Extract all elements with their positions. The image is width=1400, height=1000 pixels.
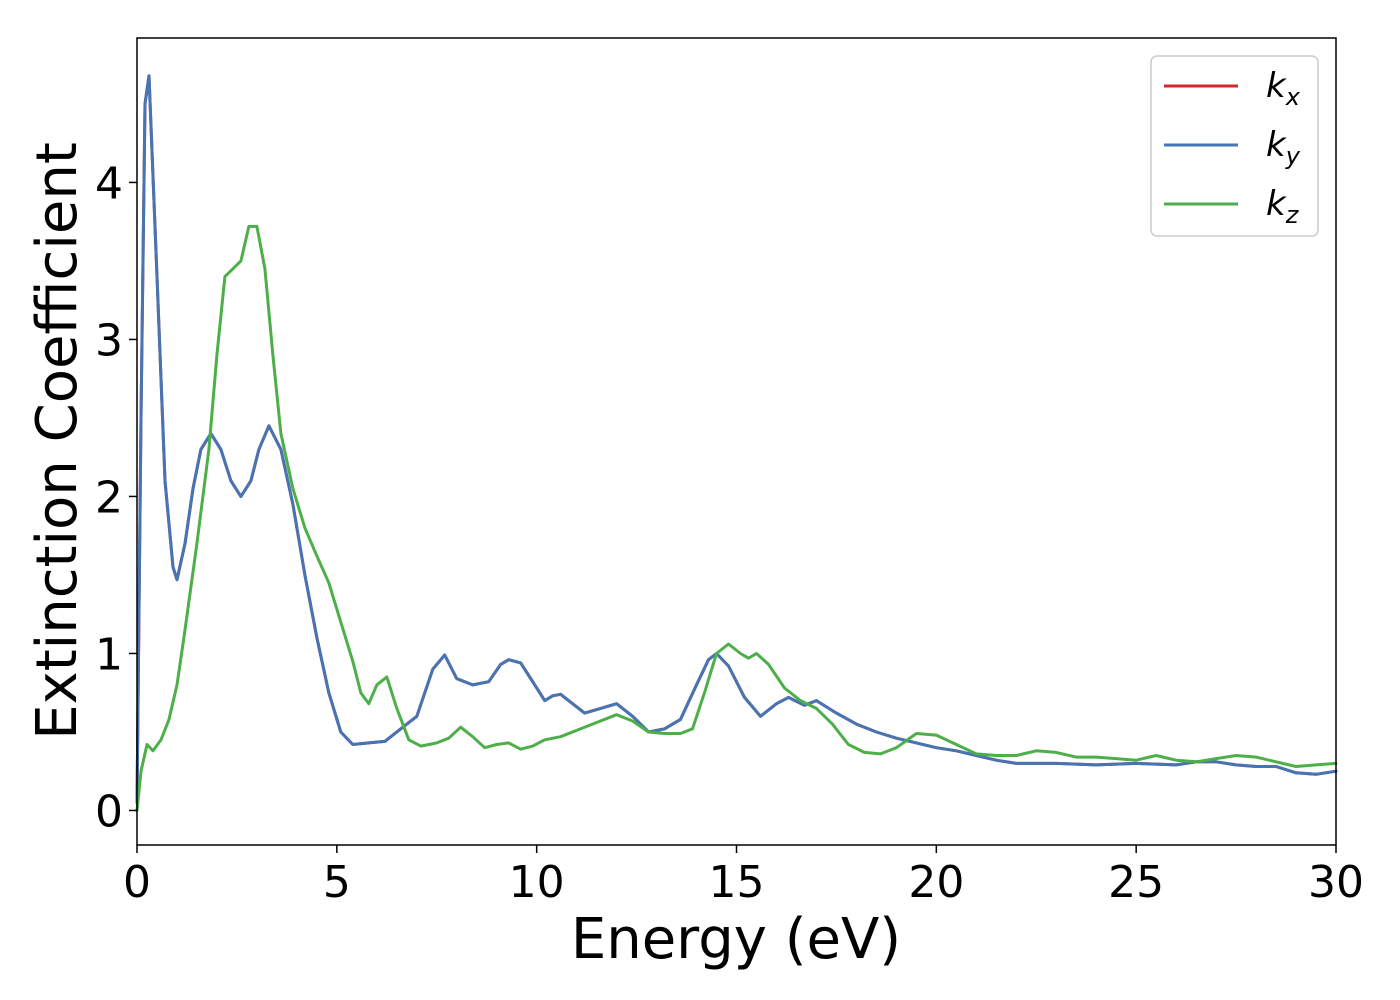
y-tick-label: 0 [95, 786, 123, 837]
y-tick-label: 2 [95, 472, 123, 523]
x-tick-label: 10 [509, 857, 565, 908]
legend: kx ky kz [1150, 55, 1319, 237]
x-tick-label: 25 [1108, 857, 1164, 908]
legend-label-x: kx [1266, 66, 1301, 111]
y-axis-title: Extinction Coefficient [25, 142, 90, 740]
x-tick-label: 30 [1308, 857, 1364, 908]
series-line-z [135, 224, 1338, 812]
series-layer [135, 74, 1338, 812]
x-tick-label: 15 [709, 857, 765, 908]
y-tick-label: 1 [95, 629, 123, 680]
legend-label-y: ky [1266, 125, 1301, 170]
y-tick-label: 4 [95, 158, 123, 209]
x-tick-label: 0 [123, 857, 151, 908]
y-tick-label: 3 [95, 315, 123, 366]
x-axis-ticks: 0 5 10 15 20 25 30 [123, 845, 1364, 908]
series-line-y [135, 74, 1338, 805]
x-tick-label: 20 [908, 857, 964, 908]
x-tick-label: 5 [323, 857, 351, 908]
x-axis-title: Energy (eV) [571, 907, 901, 972]
plot-background [137, 38, 1336, 845]
legend-label-z: kz [1266, 184, 1300, 229]
y-axis-ticks: 0 1 2 3 4 [95, 158, 137, 837]
